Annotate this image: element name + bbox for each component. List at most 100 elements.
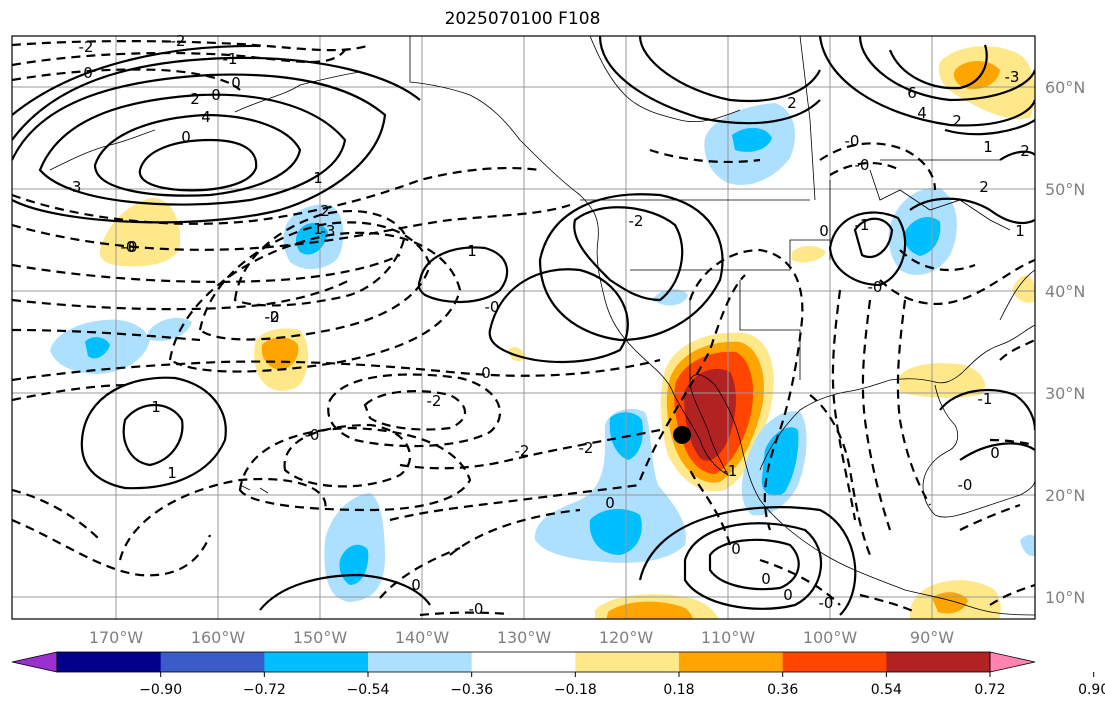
lat-tick-label: 50°N xyxy=(1045,180,1085,199)
contour-label: -2 xyxy=(515,442,530,460)
contour-label: -0 xyxy=(819,594,834,612)
contour-label: 2 xyxy=(952,112,962,130)
colorbar-bin xyxy=(57,652,162,672)
shade-negative-medium xyxy=(761,427,799,496)
contour-label: -0 xyxy=(855,156,870,174)
contour-label: -3 xyxy=(67,178,82,196)
contour-label: 2 xyxy=(320,202,330,220)
contour-label: -2 xyxy=(629,212,644,230)
contour-label: 2 xyxy=(190,90,200,108)
contour-label: -2 xyxy=(171,32,186,50)
contour-label: 1 xyxy=(1015,222,1025,240)
shade-negative-light xyxy=(148,317,192,341)
colorbar-tick-label: −0.36 xyxy=(450,682,493,698)
contour-label: 1 xyxy=(313,220,323,238)
shade-positive-orange xyxy=(932,592,968,614)
contour-label: 0 xyxy=(231,74,241,92)
colorbar-tick-label: −0.90 xyxy=(139,682,182,698)
contour-label: 0 xyxy=(181,128,191,146)
colorbar-bin xyxy=(471,652,576,672)
contour-label: 2 xyxy=(787,94,797,112)
contour-label: -0 xyxy=(868,278,883,296)
colorbar-bin xyxy=(575,652,680,672)
lon-tick-label: 120°W xyxy=(599,628,654,647)
colorbar: −0.90 −0.72 −0.54 −0.36 −0.18 0.18 0.36 0.54 0.7… xyxy=(11,651,1105,698)
contour-label: -1 xyxy=(223,50,238,68)
lon-tick-labels: 170°W 160°W 150°W 140°W 130°W 120°W 110°… xyxy=(89,628,954,647)
colorbar-bin xyxy=(679,652,784,672)
shade-negative-medium xyxy=(904,217,941,256)
map-title: 2025070100 F108 xyxy=(444,9,601,29)
contour-label: -0 xyxy=(123,238,138,256)
lon-tick-label: 100°W xyxy=(803,628,858,647)
lat-tick-label: 10°N xyxy=(1045,588,1085,607)
shade-negative-light xyxy=(652,288,688,306)
shade-positive-light xyxy=(792,246,826,263)
lat-tick-label: 60°N xyxy=(1045,78,1085,97)
contour-label: -2 xyxy=(579,439,594,457)
colorbar-bin xyxy=(782,652,887,672)
contours-positive xyxy=(12,36,1035,616)
colorbar-tick-label: 0.36 xyxy=(767,682,798,698)
shade-negative-medium xyxy=(732,127,772,152)
shade-negative-medium xyxy=(85,337,110,359)
contour-label: 0 xyxy=(605,494,615,512)
contour-label: 0 xyxy=(990,444,1000,462)
lon-tick-label: 150°W xyxy=(293,628,348,647)
shade-negative-light xyxy=(534,408,686,563)
lat-tick-label: 20°N xyxy=(1045,486,1085,505)
shade-positive-light xyxy=(1012,275,1035,303)
contour-label: -3 xyxy=(1005,68,1020,86)
contours-negative xyxy=(12,40,1035,617)
location-marker xyxy=(673,425,692,444)
colorbar-tick-label: −0.54 xyxy=(347,682,390,698)
gridlines xyxy=(12,36,1035,619)
contour-label: -2 xyxy=(265,308,280,326)
lon-tick-label: 140°W xyxy=(395,628,450,647)
lon-tick-label: 170°W xyxy=(89,628,144,647)
colorbar-tick-label: 0.18 xyxy=(663,682,694,698)
shade-negative-medium xyxy=(589,508,642,555)
contour-label: 0 xyxy=(731,540,741,558)
contour-label: 0 xyxy=(211,86,221,104)
shade-positive-orange xyxy=(606,601,693,619)
contour-label: 2 xyxy=(979,178,989,196)
contour-label: -0 xyxy=(469,600,484,618)
contour-label: 0 xyxy=(761,570,771,588)
contour-label: 4 xyxy=(917,104,927,122)
contour-label: -0 xyxy=(305,426,320,444)
colorbar-tick-label: 0.72 xyxy=(974,682,1005,698)
contour-label: 0 xyxy=(783,586,793,604)
contour-label: 2 xyxy=(1020,142,1030,160)
contour-label: 1 xyxy=(467,242,477,260)
colorbar-frame xyxy=(56,651,991,673)
contour-label: -1 xyxy=(855,216,870,234)
contour-label: 0 xyxy=(819,222,829,240)
contour-label: -0 xyxy=(265,308,280,326)
contour-label: 6 xyxy=(907,84,917,102)
contour-label: 0 xyxy=(481,364,491,382)
lon-tick-label: 90°W xyxy=(910,628,954,647)
colorbar-tick-label: −0.18 xyxy=(554,682,597,698)
contour-label: 1 xyxy=(167,464,177,482)
contour-label: 1 xyxy=(151,398,161,416)
contour-label: -3 xyxy=(321,222,336,240)
contour-label: -0 xyxy=(845,132,860,150)
map-frame xyxy=(11,35,1036,620)
colorbar-tick-label: 0.54 xyxy=(871,682,902,698)
contour-label: -0 xyxy=(485,298,500,316)
colorbar-extend-low xyxy=(11,651,58,673)
contour-label: -2 xyxy=(427,392,442,410)
colorbar-tick-label: 0.90 xyxy=(1078,682,1105,698)
colorbar-tick-label: −0.72 xyxy=(243,682,286,698)
colorbar-bin xyxy=(160,652,265,672)
colorbar-bin xyxy=(886,652,991,672)
contour-label: -0 xyxy=(958,476,973,494)
shaded-anomaly-layer xyxy=(50,46,1035,619)
contour-label: -2 xyxy=(79,38,94,56)
colorbar-extend-high xyxy=(989,651,1036,673)
colorbar-bin xyxy=(368,652,473,672)
lon-tick-label: 130°W xyxy=(497,628,552,647)
contour-label: -1 xyxy=(723,462,738,480)
